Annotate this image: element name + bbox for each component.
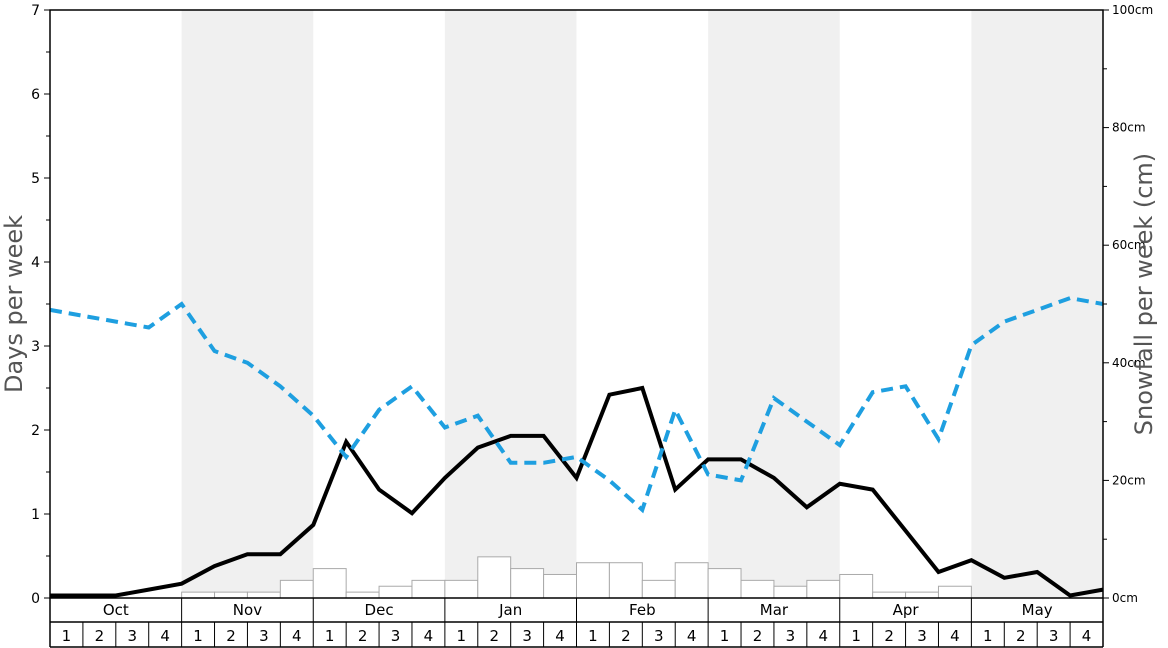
- snowfall-bar: [576, 562, 610, 599]
- snowfall-bar: [773, 585, 808, 599]
- week-label: 4: [1082, 627, 1092, 645]
- week-label: 1: [720, 627, 730, 645]
- week-label: 1: [325, 627, 335, 645]
- month-label: Apr: [893, 601, 920, 619]
- left-tick-label: 5: [31, 171, 40, 187]
- left-tick-label: 0: [31, 591, 40, 607]
- snowfall-bar: [674, 562, 709, 599]
- dashed-series-line: [49, 296, 1104, 514]
- week-label: 1: [983, 627, 993, 645]
- snowfall-bar: [839, 573, 874, 599]
- week-label: 2: [226, 627, 236, 645]
- month-band-nov: [181, 10, 314, 598]
- right-tick-label: 100cm: [1112, 3, 1153, 17]
- right-tick-label: 60cm: [1112, 238, 1146, 252]
- week-label: 2: [358, 627, 368, 645]
- week-label: 4: [819, 627, 829, 645]
- snowfall-bar: [905, 591, 939, 599]
- week-label: 4: [292, 627, 302, 645]
- week-label: 2: [489, 627, 499, 645]
- month-label: May: [1022, 601, 1053, 619]
- week-label: 2: [621, 627, 631, 645]
- month-band-jan: [444, 10, 577, 598]
- left-tick-label: 7: [31, 3, 40, 19]
- snowfall-bar: [378, 585, 413, 599]
- right-tick-label: 80cm: [1112, 121, 1146, 135]
- week-label: 3: [654, 627, 664, 645]
- week-label: 3: [259, 627, 269, 645]
- snowfall-bar: [279, 579, 314, 599]
- snowfall-bar: [641, 579, 676, 599]
- left-tick-label: 1: [31, 507, 40, 523]
- month-label: Oct: [103, 601, 129, 619]
- week-label: 4: [160, 627, 170, 645]
- snowfall-bar: [543, 573, 577, 599]
- week-label: 2: [95, 627, 105, 645]
- week-label: 2: [1016, 627, 1026, 645]
- right-tick-label: 40cm: [1112, 356, 1146, 370]
- right-axis-title: Snowfall per week (cm): [1130, 153, 1158, 435]
- week-label: 3: [391, 627, 401, 645]
- month-label: Jan: [498, 601, 522, 619]
- left-tick-label: 4: [31, 255, 40, 271]
- solid-series-line: [50, 385, 1104, 598]
- month-band-mar: [708, 10, 840, 598]
- snowfall-bar: [707, 568, 742, 599]
- left-axis-title: Days per week: [0, 215, 28, 393]
- left-tick-label: 2: [31, 423, 40, 439]
- week-label: 3: [522, 627, 532, 645]
- week-label: 4: [687, 627, 697, 645]
- left-tick-label: 6: [31, 87, 40, 103]
- week-label: 3: [1049, 627, 1059, 645]
- snowfall-bar: [181, 591, 216, 599]
- month-band-may: [971, 10, 1103, 598]
- week-label: 1: [193, 627, 203, 645]
- right-tick-label: 20cm: [1112, 473, 1146, 487]
- week-label: 1: [62, 627, 72, 645]
- snowfall-bar: [806, 579, 841, 599]
- snowfall-bar: [411, 579, 446, 599]
- snowfall-bar: [510, 568, 545, 599]
- month-label: Nov: [233, 601, 262, 619]
- snowfall-bar: [740, 579, 775, 599]
- week-label: 2: [884, 627, 894, 645]
- snowfall-bar: [937, 585, 972, 599]
- week-label: 1: [457, 627, 467, 645]
- snowfall-bar: [246, 591, 281, 599]
- right-tick-label: 0cm: [1112, 591, 1138, 605]
- snowfall-bar: [444, 579, 479, 599]
- snowfall-bar: [477, 556, 512, 599]
- week-label: 4: [555, 627, 565, 645]
- month-label: Feb: [629, 601, 656, 619]
- week-label: 4: [950, 627, 960, 645]
- snowfall-bar: [345, 591, 380, 599]
- snowfall-bar: [872, 591, 907, 599]
- week-label: 3: [917, 627, 927, 645]
- month-label: Mar: [760, 601, 789, 619]
- month-label: Dec: [365, 601, 394, 619]
- snowfall-bar: [214, 591, 248, 599]
- snowfall-bar: [312, 568, 347, 599]
- week-label: 2: [753, 627, 763, 645]
- left-tick-label: 3: [31, 339, 40, 355]
- week-label: 4: [424, 627, 434, 645]
- week-label: 3: [127, 627, 137, 645]
- week-label: 1: [588, 627, 598, 645]
- week-label: 1: [851, 627, 861, 645]
- snowfall-bar: [608, 562, 643, 599]
- week-label: 3: [786, 627, 796, 645]
